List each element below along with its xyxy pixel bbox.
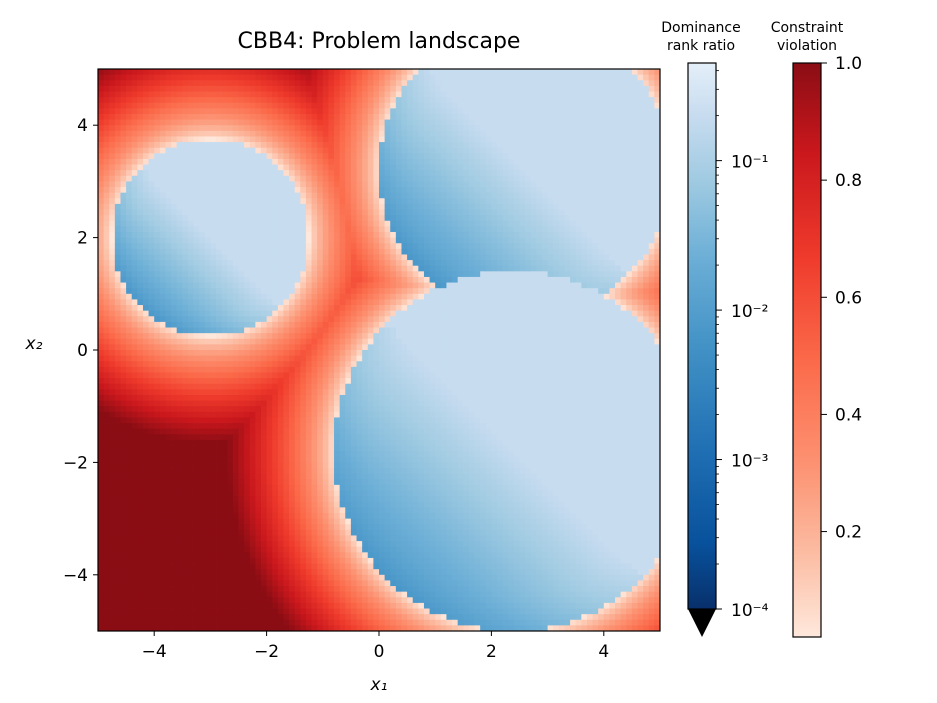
colorbar-constraint-tick-label: 0.2	[835, 523, 862, 543]
colorbar-dominance-label-line2: rank ratio	[667, 38, 735, 54]
colorbar-constraint: Constraint violation 1.0 0.8 0.6 0.4 0.2	[771, 20, 862, 638]
x-tick-label: 0	[374, 642, 385, 662]
x-tick-label: 2	[486, 642, 497, 662]
x-tick-label: −2	[254, 642, 279, 662]
x-axis-label: x₁	[370, 675, 388, 695]
colorbar-dominance: Dominance rank ratio 10⁻¹ 10⁻² 10⁻³ 10⁻⁴	[661, 20, 769, 637]
y-tick-label: −4	[63, 566, 88, 586]
colorbar-constraint-tick-label: 1.0	[835, 54, 862, 74]
colorbar-constraint-tick-label: 0.6	[835, 288, 862, 308]
colorbar-constraint-label-line1: Constraint	[771, 20, 844, 36]
colorbar-constraint-label-line2: violation	[777, 38, 837, 54]
colorbar-dominance-tick-label: 10⁻³	[731, 452, 768, 472]
colorbar-constraint-gradient	[792, 62, 822, 638]
colorbar-dominance-gradient	[687, 62, 717, 610]
chart-title: CBB4: Problem landscape	[238, 29, 521, 54]
colorbar-dominance-extend-triangle	[688, 609, 716, 637]
y-axis-ticks: −4 −2 0 2 4	[63, 116, 98, 586]
y-tick-label: 4	[77, 116, 88, 136]
x-axis-ticks: −4 −2 0 2 4	[142, 631, 609, 662]
y-tick-label: 2	[77, 229, 88, 249]
x-tick-label: −4	[142, 642, 167, 662]
colorbar-constraint-tick-label: 0.8	[835, 171, 862, 191]
y-axis-label: x₂	[25, 334, 43, 354]
colorbar-dominance-label-line1: Dominance	[661, 20, 741, 36]
colorbar-constraint-tick-label: 0.4	[835, 405, 862, 425]
y-tick-label: 0	[77, 341, 88, 361]
heatmap-plot	[98, 69, 660, 631]
colorbar-dominance-tick-label: 10⁻⁴	[731, 601, 769, 621]
colorbar-dominance-tick-label: 10⁻¹	[731, 153, 768, 173]
colorbar-dominance-tick-label: 10⁻²	[731, 302, 768, 322]
x-tick-label: 4	[598, 642, 609, 662]
y-tick-label: −2	[63, 453, 88, 473]
